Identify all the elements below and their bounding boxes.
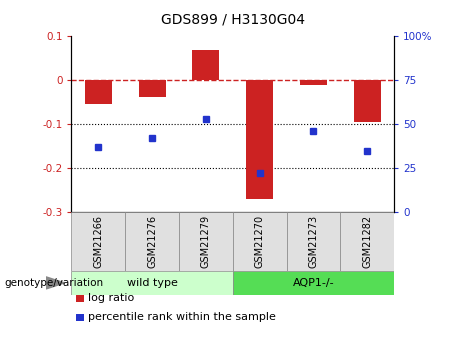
Text: genotype/variation: genotype/variation bbox=[5, 278, 104, 288]
Bar bbox=[246, 80, 273, 199]
Bar bbox=[179, 212, 233, 271]
Bar bbox=[287, 212, 340, 271]
Text: GSM21279: GSM21279 bbox=[201, 215, 211, 268]
Text: GSM21282: GSM21282 bbox=[362, 215, 372, 268]
Bar bbox=[300, 80, 327, 85]
Bar bbox=[71, 271, 233, 295]
Bar bbox=[71, 212, 125, 271]
Text: GSM21276: GSM21276 bbox=[147, 215, 157, 268]
Text: GSM21270: GSM21270 bbox=[254, 215, 265, 268]
Text: GSM21273: GSM21273 bbox=[308, 215, 319, 268]
Text: GDS899 / H3130G04: GDS899 / H3130G04 bbox=[161, 12, 305, 26]
Text: AQP1-/-: AQP1-/- bbox=[293, 278, 334, 288]
Bar bbox=[139, 80, 165, 97]
Text: percentile rank within the sample: percentile rank within the sample bbox=[88, 313, 276, 322]
Bar bbox=[340, 212, 394, 271]
Text: wild type: wild type bbox=[127, 278, 177, 288]
Bar bbox=[354, 80, 381, 122]
Bar bbox=[193, 50, 219, 80]
Bar bbox=[233, 271, 394, 295]
Text: GSM21266: GSM21266 bbox=[93, 215, 103, 268]
Bar bbox=[233, 212, 287, 271]
Text: log ratio: log ratio bbox=[88, 294, 134, 303]
Bar bbox=[125, 212, 179, 271]
Bar bbox=[85, 80, 112, 105]
Polygon shape bbox=[46, 277, 65, 289]
